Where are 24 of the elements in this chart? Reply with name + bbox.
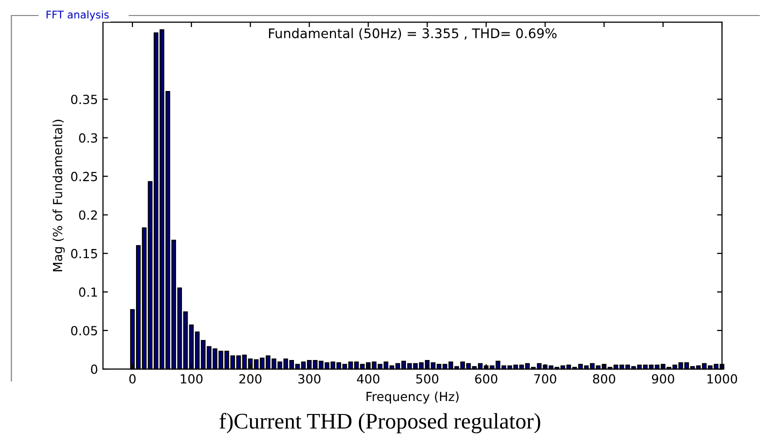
- x-tick-label: 1000: [707, 374, 738, 384]
- x-tick-label: 0: [129, 374, 136, 384]
- x-tick-label: 900: [652, 374, 674, 384]
- x-tick-label: 800: [593, 374, 616, 384]
- y-tick-label: 0.3: [79, 133, 98, 143]
- y-tick-label: 0.05: [71, 326, 98, 336]
- y-tick-label: 0.15: [71, 248, 98, 258]
- y-tick-label: 0.25: [71, 172, 98, 182]
- x-axis-title: Frequency (Hz): [366, 392, 459, 404]
- text: f)Current THD (Proposed regulator): [220, 412, 540, 434]
- x-tick-label: 700: [534, 374, 556, 384]
- x-tick-label: 200: [239, 374, 262, 384]
- y-tick-label: 0.1: [79, 287, 97, 297]
- x-tick-label: 500: [416, 374, 438, 384]
- y-axis-title: Mag (% of Fundamental): [52, 120, 65, 272]
- y-tick-label: 0.2: [79, 210, 97, 220]
- x-tick-label: 600: [475, 374, 498, 384]
- x-tick-label: 400: [356, 374, 380, 384]
- text: FFT analysis: [46, 10, 109, 21]
- chart-title: Fundamental (50Hz) = 3.355 , THD= 0.69%: [269, 28, 557, 40]
- x-tick-label: 300: [298, 374, 320, 384]
- x-tick-label: 100: [180, 374, 203, 384]
- y-tick-label: 0: [90, 364, 98, 374]
- y-tick-label: 0.35: [71, 94, 98, 104]
